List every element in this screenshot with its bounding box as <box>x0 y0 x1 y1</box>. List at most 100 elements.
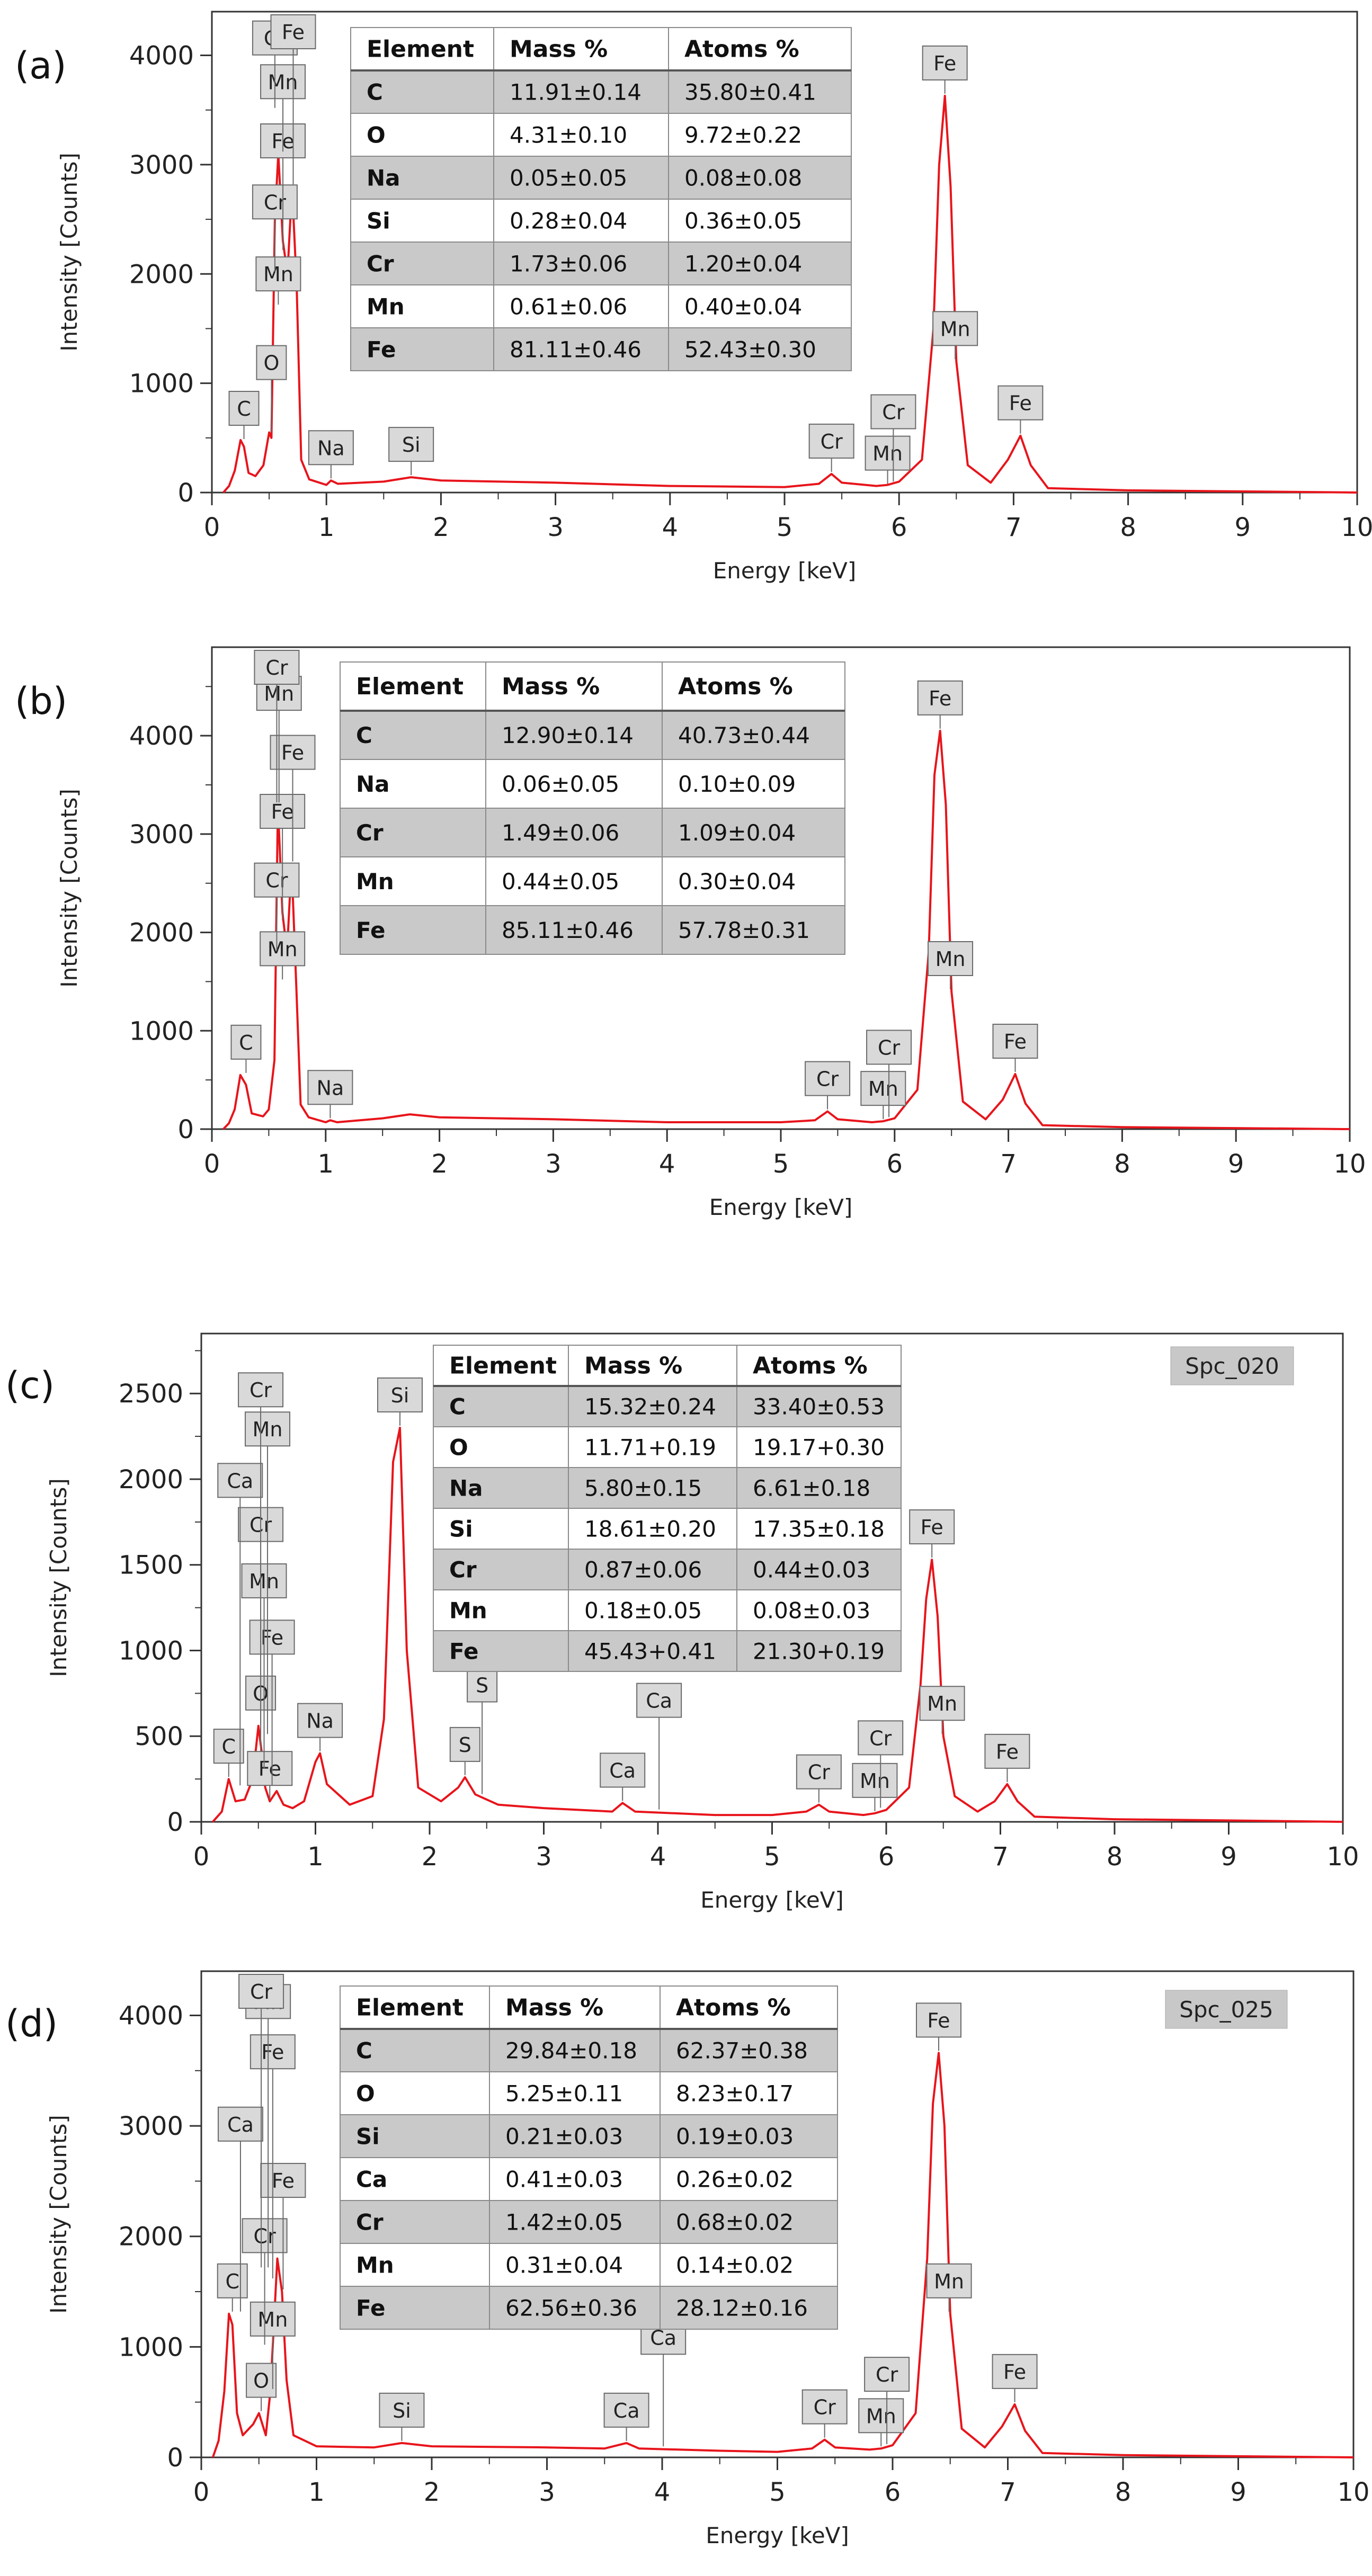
peak-label: Si <box>393 2399 411 2422</box>
peak-label: Ca <box>650 2326 676 2349</box>
peak-label-box <box>992 1024 1038 1059</box>
peak-label: Fe <box>1004 1030 1027 1053</box>
table-cell: 0.61±0.06 <box>510 294 627 320</box>
table-row <box>340 808 845 857</box>
table-cell: 62.37±0.38 <box>676 2038 808 2064</box>
eds-panel: (b) 0 1000 2000 3000 4000 0 1 2 3 4 5 6 7 8 9 10 Energy [… <box>15 646 1366 1220</box>
table-row <box>340 2200 838 2244</box>
y-tick-label: 3000 <box>129 150 194 180</box>
peak-label: Cr <box>250 1980 273 2003</box>
peak-label: Mn <box>860 1769 890 1793</box>
y-tick-label: 1000 <box>129 1016 194 1046</box>
peak-label: Fe <box>921 1516 943 1539</box>
table-header-cell: Atoms % <box>753 1353 868 1380</box>
x-tick-label: 7 <box>992 1842 1009 1872</box>
peak-label-box <box>852 1763 898 1798</box>
peak-label: Ca <box>646 1689 672 1713</box>
spectrum-tag-box <box>1165 1990 1288 2029</box>
y-axis-title: Intensity [Counts] <box>46 1478 72 1677</box>
peak-label: Cr <box>265 869 288 892</box>
table-row <box>340 2157 838 2201</box>
y-tick-label: 500 <box>135 1722 183 1751</box>
table-header-cell: Element <box>367 36 474 63</box>
table-cell: 9.72±0.22 <box>684 122 802 148</box>
table-cell: Na <box>356 771 390 797</box>
peak-label-box <box>449 1727 480 1762</box>
table-cell: 0.44±0.03 <box>753 1557 870 1583</box>
x-tick-label: 10 <box>1337 2477 1369 2507</box>
x-tick-label: 3 <box>536 1842 552 1872</box>
table-cell: Na <box>367 165 400 191</box>
peak-label: Mn <box>264 682 294 705</box>
y-axis-title: Intensity [Counts] <box>56 153 82 352</box>
y-tick-label: 4000 <box>119 2001 183 2031</box>
spectrum-line <box>222 94 1358 494</box>
peak-label-box <box>238 1372 284 1408</box>
x-tick-label: 6 <box>878 1842 895 1872</box>
y-tick-label: 3000 <box>119 2112 183 2141</box>
table-cell: 28.12±0.16 <box>676 2295 808 2321</box>
peak-label-box <box>984 1733 1030 1769</box>
x-tick-label: 3 <box>545 1149 562 1179</box>
peak-label-box <box>870 394 916 430</box>
peak-label-box <box>249 1620 295 1655</box>
peak-label-box <box>992 2354 1038 2389</box>
peak-label: Cr <box>882 400 905 424</box>
peak-label: Fe <box>933 52 956 75</box>
table-cell: 0.19±0.03 <box>676 2124 794 2150</box>
panel-label: (b) <box>15 679 67 723</box>
peak-label: Fe <box>281 741 304 765</box>
x-tick-label: 4 <box>654 2477 671 2507</box>
peak-label: C <box>237 397 251 421</box>
x-tick-label: 2 <box>431 1149 448 1179</box>
peak-label-box <box>796 1754 842 1790</box>
table-cell: 15.32±0.24 <box>584 1394 716 1420</box>
table-cell: O <box>367 122 386 148</box>
table-row <box>433 1385 902 1427</box>
peak-label-box <box>858 2398 904 2434</box>
table-cell: 6.61±0.18 <box>753 1475 870 1501</box>
table-header-cell: Mass % <box>505 1994 603 2022</box>
peak-label-box <box>603 2392 649 2428</box>
peak-label: Ca <box>609 1759 636 1782</box>
peak-label: Na <box>317 436 345 460</box>
peak-label-box <box>217 2106 263 2142</box>
x-axis-title: Energy [keV] <box>713 558 857 584</box>
peak-label-box <box>308 430 354 466</box>
peak-label: Mn <box>934 2270 964 2293</box>
composition-table: Element Mass % Atoms % C 15.32±0.24 33.40±0.5… <box>433 1345 902 1672</box>
peak-label-box <box>467 1667 498 1703</box>
y-tick-label: 1000 <box>119 1636 183 1666</box>
x-tick-label: 0 <box>204 513 220 542</box>
x-tick-label: 1 <box>318 1149 334 1179</box>
table-header-cell: Mass % <box>502 673 600 700</box>
table-cell: 57.78±0.31 <box>678 917 810 943</box>
table-header-cell: Mass % <box>510 36 608 63</box>
spectrum-line <box>211 2052 1354 2458</box>
peak-label-box <box>636 1683 682 1718</box>
table-cell: 1.49±0.06 <box>502 820 619 846</box>
table-cell: 18.61±0.20 <box>584 1516 716 1542</box>
peak-label: Ca <box>613 2399 640 2422</box>
peak-label: Fe <box>261 2041 284 2064</box>
peak-label-box <box>244 1411 290 1447</box>
y-axis-title: Intensity [Counts] <box>46 2115 72 2314</box>
x-tick-label: 5 <box>764 1842 780 1872</box>
table-cell: 0.44±0.05 <box>502 869 619 895</box>
table-row <box>350 284 852 328</box>
x-axis-title: Energy [keV] <box>700 1887 844 1913</box>
table-cell: 11.71+0.19 <box>584 1435 716 1461</box>
peak-label: Na <box>317 1076 344 1099</box>
peak-label: Cr <box>816 1068 839 1091</box>
peak-label: Mn <box>872 442 903 466</box>
peak-label-box <box>230 1024 262 1060</box>
table-header-row <box>340 1985 838 2029</box>
table-cell: 62.56±0.36 <box>505 2295 637 2321</box>
peak-label: C <box>225 2270 239 2293</box>
table-cell: 0.08±0.03 <box>753 1598 870 1624</box>
peak-label-box <box>864 2357 910 2392</box>
peak-label: Mn <box>268 937 298 961</box>
peak-label-box <box>600 1752 646 1788</box>
x-tick-label: 0 <box>204 1149 220 1179</box>
peak-label: Cr <box>876 2363 898 2386</box>
